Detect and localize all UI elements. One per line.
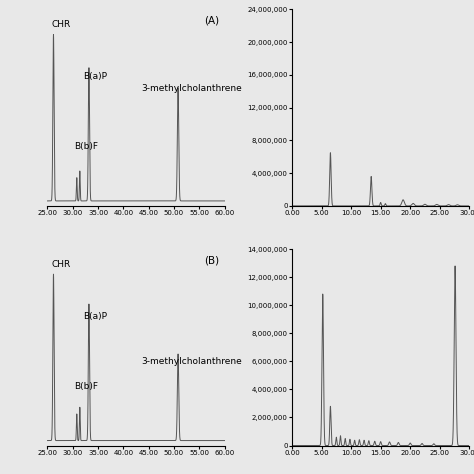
Text: B(b)F: B(b)F (74, 142, 98, 151)
Text: 3-methylcholanthrene: 3-methylcholanthrene (141, 84, 242, 93)
Text: (B): (B) (204, 255, 219, 265)
Text: CHR: CHR (52, 20, 71, 29)
Text: B(a)P: B(a)P (83, 312, 107, 321)
Text: B(a)P: B(a)P (83, 72, 107, 81)
Text: 3-methylcholanthrene: 3-methylcholanthrene (141, 356, 242, 365)
Text: B(b)F: B(b)F (74, 382, 98, 391)
Text: (A): (A) (204, 15, 219, 26)
Text: CHR: CHR (52, 260, 71, 269)
